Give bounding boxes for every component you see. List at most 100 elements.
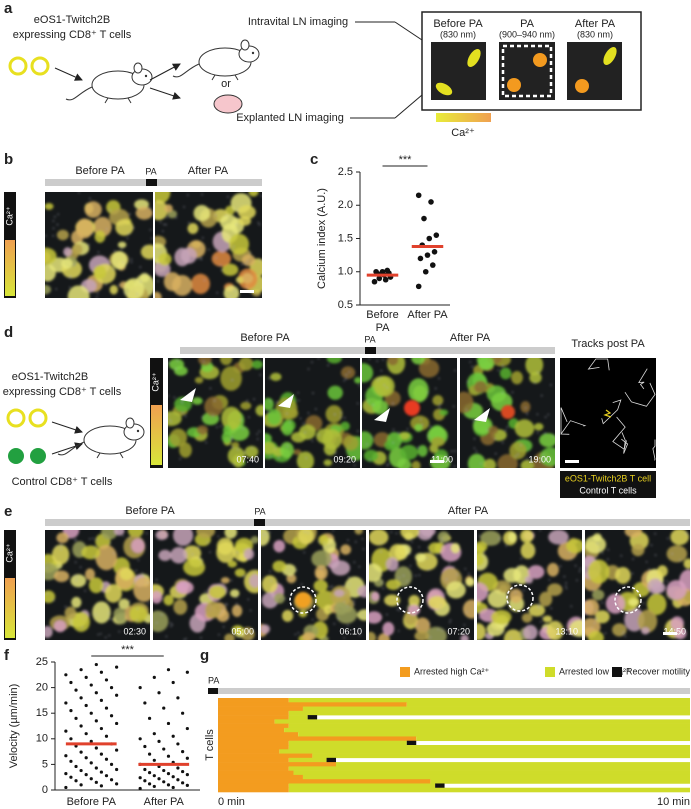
- speck: [565, 582, 567, 584]
- speck: [333, 413, 336, 416]
- speck: [188, 221, 190, 224]
- cell: [369, 530, 389, 546]
- speck: [112, 552, 115, 555]
- speck: [219, 264, 222, 267]
- point: [74, 688, 78, 692]
- cell: [117, 241, 127, 249]
- speck: [353, 561, 356, 563]
- point: [79, 668, 83, 672]
- speck: [245, 286, 248, 289]
- speck: [117, 284, 120, 286]
- point: [64, 673, 68, 677]
- speck: [345, 592, 347, 594]
- speck: [367, 400, 369, 402]
- cell: [133, 577, 150, 602]
- arrowhead: [474, 408, 490, 422]
- point: [79, 724, 83, 728]
- speck: [129, 213, 131, 215]
- or-label: or: [221, 78, 231, 90]
- speck: [128, 600, 131, 603]
- speck: [651, 582, 654, 585]
- cell: [198, 358, 212, 366]
- cell: [118, 598, 130, 610]
- speck: [259, 374, 262, 376]
- speck: [501, 631, 503, 634]
- speck: [544, 432, 546, 435]
- cell: [84, 201, 102, 218]
- phase-label: Before PA: [75, 165, 125, 177]
- speck: [126, 237, 129, 240]
- cell: [153, 610, 169, 632]
- speck: [524, 407, 527, 409]
- cell: [123, 278, 145, 298]
- speck: [269, 455, 272, 458]
- point: [382, 276, 389, 283]
- speck: [166, 216, 168, 219]
- speck: [434, 387, 437, 390]
- speck: [133, 582, 136, 585]
- cell: [208, 585, 226, 599]
- speck: [307, 531, 309, 534]
- panel-d: eOS1-Twitch2B expressing CD8⁺ T cells Co…: [3, 332, 656, 498]
- segment: [218, 749, 280, 754]
- segment: [406, 702, 690, 707]
- speck: [380, 376, 382, 379]
- speck: [100, 633, 102, 635]
- cell: [523, 624, 538, 640]
- speck: [179, 247, 182, 250]
- cell: [670, 616, 684, 631]
- cell: [261, 624, 271, 634]
- speck: [340, 411, 343, 414]
- cell: [527, 565, 545, 579]
- segment: [218, 727, 285, 733]
- segment: [430, 779, 690, 784]
- speck: [542, 454, 545, 456]
- mouse-icon: [65, 62, 153, 104]
- speck: [450, 450, 453, 452]
- cell: [432, 395, 444, 406]
- speck: [466, 380, 469, 383]
- speck: [219, 235, 222, 238]
- speck: [96, 296, 98, 298]
- speck: [79, 566, 82, 568]
- speck: [159, 251, 161, 253]
- speck: [540, 620, 542, 623]
- cell: [486, 621, 505, 637]
- speck: [398, 609, 401, 611]
- speck: [230, 579, 233, 582]
- mouse-icon: [172, 39, 260, 81]
- panel-letter: a: [4, 0, 13, 17]
- point: [379, 268, 386, 275]
- speck: [537, 605, 540, 608]
- phase-label: PA: [364, 334, 375, 344]
- point: [429, 262, 436, 268]
- cell: [85, 568, 96, 581]
- cell: [56, 229, 69, 241]
- point: [181, 711, 185, 715]
- speck: [92, 537, 94, 540]
- speck: [135, 569, 138, 572]
- speck: [88, 243, 90, 246]
- segment: [218, 770, 294, 776]
- cell: [487, 589, 509, 608]
- cell: [369, 563, 383, 582]
- speck: [383, 384, 386, 386]
- speck: [130, 258, 133, 261]
- speck: [501, 441, 504, 444]
- speck: [483, 551, 486, 553]
- speck: [408, 552, 411, 555]
- speck: [449, 621, 451, 624]
- cell: [477, 554, 485, 567]
- speck: [105, 283, 107, 286]
- cell: [467, 453, 486, 468]
- speck: [427, 391, 429, 394]
- speck: [368, 459, 371, 461]
- speck: [216, 426, 218, 428]
- speck: [402, 574, 405, 577]
- point: [433, 232, 440, 238]
- speck: [104, 636, 107, 639]
- y-tick-label: 15: [36, 707, 48, 719]
- point: [143, 767, 147, 772]
- speck: [197, 257, 200, 260]
- cell: [286, 573, 297, 584]
